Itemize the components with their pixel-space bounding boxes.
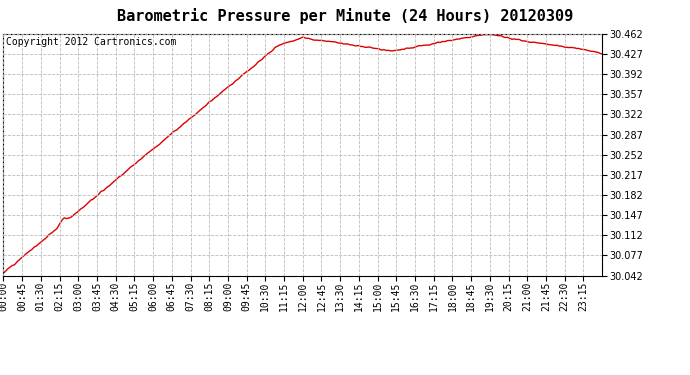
Text: Barometric Pressure per Minute (24 Hours) 20120309: Barometric Pressure per Minute (24 Hours…: [117, 8, 573, 24]
Text: Copyright 2012 Cartronics.com: Copyright 2012 Cartronics.com: [6, 38, 177, 47]
